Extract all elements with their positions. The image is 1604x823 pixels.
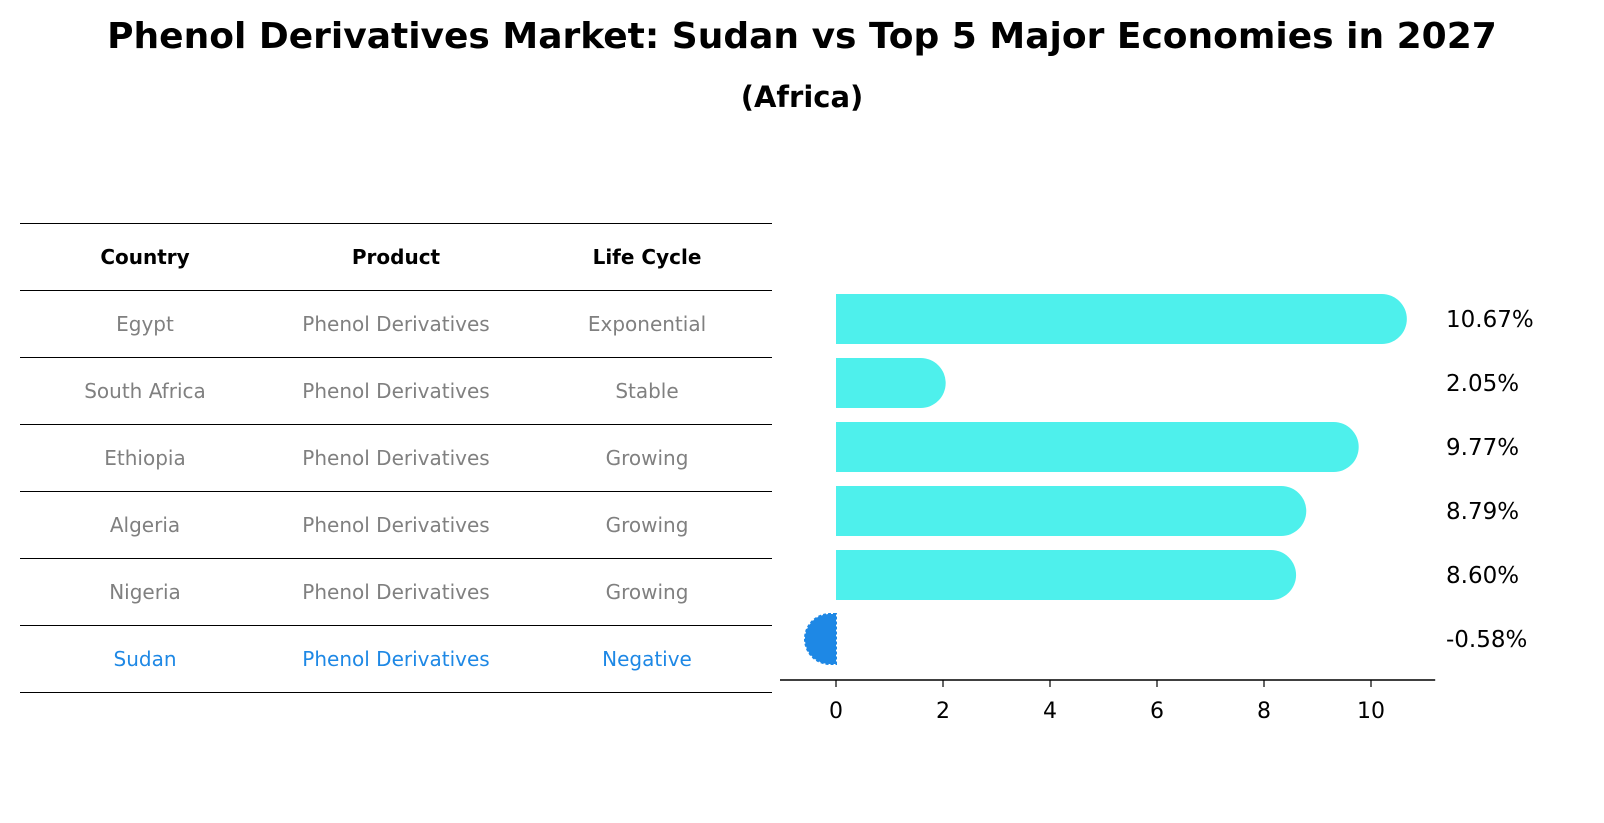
bar-nigeria <box>836 550 1297 600</box>
value-label: 2.05% <box>1446 371 1519 397</box>
x-tick-label: 4 <box>1043 699 1057 724</box>
x-tick-label: 6 <box>1150 699 1164 724</box>
value-label: 10.67% <box>1446 307 1534 333</box>
x-tick-label: 2 <box>936 699 950 724</box>
bar-south-africa <box>836 358 946 408</box>
cell-country: Ethiopia <box>20 424 270 492</box>
value-label: 9.77% <box>1446 435 1519 461</box>
bar-algeria <box>836 486 1307 536</box>
value-label: 8.79% <box>1446 499 1519 525</box>
header-product: Product <box>270 223 522 291</box>
cell-product: Phenol Derivatives <box>270 357 522 425</box>
cell-life-cycle: Growing <box>522 558 772 626</box>
bar-sudan <box>804 613 837 665</box>
cell-product: Phenol Derivatives <box>270 558 522 626</box>
bar-ethiopia <box>836 422 1359 472</box>
table-row: Algeria Phenol Derivatives Growing <box>20 491 772 559</box>
cell-product: Phenol Derivatives <box>270 625 522 693</box>
bar-egypt <box>836 294 1407 344</box>
table-row: Ethiopia Phenol Derivatives Growing <box>20 424 772 492</box>
cell-life-cycle: Growing <box>522 424 772 492</box>
cell-product: Phenol Derivatives <box>270 290 522 358</box>
value-label: 8.60% <box>1446 563 1519 589</box>
cell-country: Egypt <box>20 290 270 358</box>
table-row: Egypt Phenol Derivatives Exponential <box>20 290 772 358</box>
table-row-highlight: Sudan Phenol Derivatives Negative <box>20 625 772 693</box>
table-row: South Africa Phenol Derivatives Stable <box>20 357 772 425</box>
cell-life-cycle: Growing <box>522 491 772 559</box>
cell-country: Sudan <box>20 625 270 693</box>
x-tick-label: 0 <box>829 699 843 724</box>
value-label: -0.58% <box>1446 627 1527 653</box>
cell-life-cycle: Stable <box>522 357 772 425</box>
chart-subtitle: (Africa) <box>740 80 864 114</box>
table-row: Nigeria Phenol Derivatives Growing <box>20 558 772 626</box>
growth-bar-chart: 10.67% 2.05% 9.77% 8.79% 8.60% -0.58% 0 2 4 6 8 10 <box>780 294 1534 724</box>
cell-life-cycle: Exponential <box>522 290 772 358</box>
x-tick-label: 8 <box>1257 699 1271 724</box>
header-country: Country <box>20 223 270 291</box>
life-cycle-table: Country Product Life Cycle Egypt Phenol … <box>20 223 772 693</box>
cell-country: Algeria <box>20 491 270 559</box>
table-header-row: Country Product Life Cycle <box>20 223 772 291</box>
cell-country: Nigeria <box>20 558 270 626</box>
cell-country: South Africa <box>20 357 270 425</box>
chart-title: Phenol Derivatives Market: Sudan vs Top … <box>107 16 1497 57</box>
cell-product: Phenol Derivatives <box>270 491 522 559</box>
header-life-cycle: Life Cycle <box>522 223 772 291</box>
cell-product: Phenol Derivatives <box>270 424 522 492</box>
x-tick-label: 10 <box>1357 699 1385 724</box>
cell-life-cycle: Negative <box>522 625 772 693</box>
